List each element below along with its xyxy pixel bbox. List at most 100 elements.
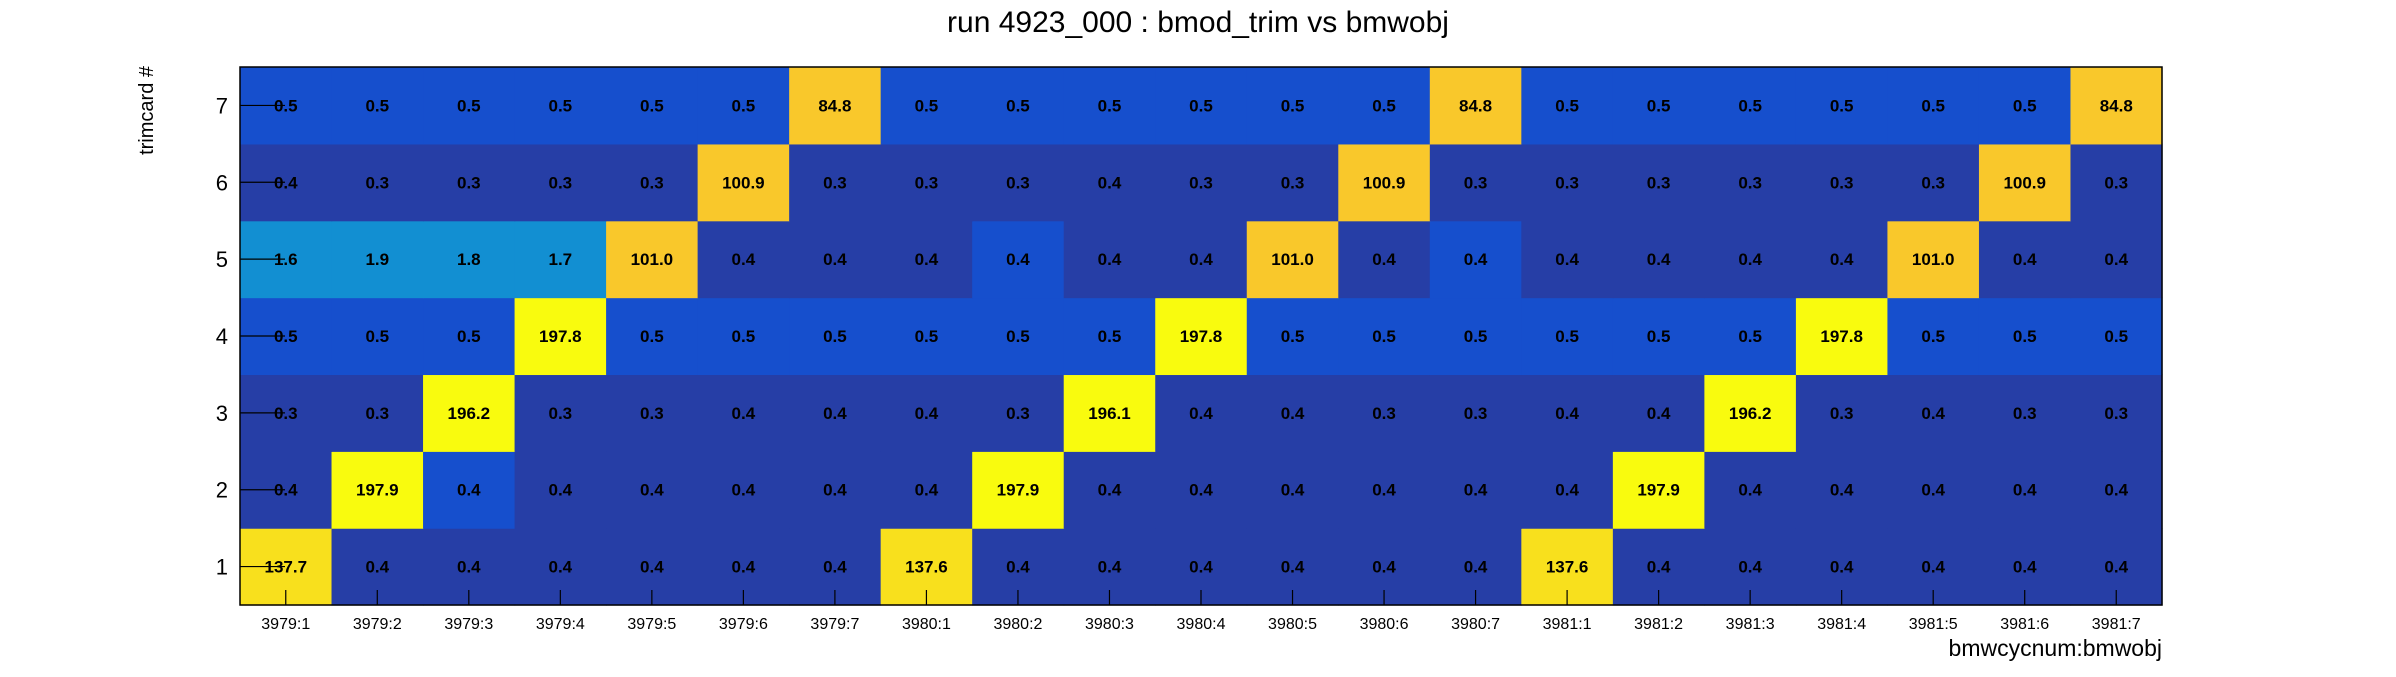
cell-value-labels: 137.7 0.4 0.4 0.4 0.4 0.4 0.4 137.6 0.4 0.4 0.4 0.4… <box>264 96 2132 576</box>
cell-value-label: 0.5 <box>640 327 664 346</box>
cell-value-label: 0.5 <box>915 96 939 115</box>
heatmap-cell <box>789 451 882 529</box>
heatmap-cell <box>514 220 607 299</box>
cell-value-label: 0.3 <box>365 404 389 423</box>
x-tick-label: 3980:4 <box>1177 616 1226 633</box>
y-tick-label: 1 <box>216 555 228 580</box>
cell-value-label: 0.3 <box>549 173 573 192</box>
heatmap-cell <box>1612 220 1705 299</box>
cell-value-label: 197.8 <box>539 327 582 346</box>
heatmap-cell <box>880 143 973 222</box>
cell-value-label: 0.4 <box>1464 481 1488 500</box>
cell-value-label: 0.5 <box>823 327 847 346</box>
cell-value-label: 0.4 <box>732 558 756 577</box>
cell-value-label: 0.4 <box>274 173 298 192</box>
heatmap-cell <box>331 220 424 299</box>
heatmap-cell <box>606 220 699 299</box>
heatmap-cell <box>2070 374 2163 452</box>
heatmap-cell <box>972 451 1065 529</box>
cell-value-label: 0.3 <box>1464 404 1488 423</box>
y-tick-label: 4 <box>216 324 228 349</box>
heatmap-cell <box>972 67 1065 145</box>
heatmap-cell <box>1338 143 1431 222</box>
chart-title: run 4923_000 : bmod_trim vs bmwobj <box>947 6 1449 39</box>
cell-value-label: 0.4 <box>1281 558 1305 577</box>
heatmap-cell <box>789 374 882 452</box>
heatmap-cell <box>1795 143 1889 222</box>
cell-value-label: 0.5 <box>1372 327 1396 346</box>
cell-value-label: 0.5 <box>640 96 664 115</box>
cell-value-label: 0.5 <box>732 327 756 346</box>
cell-value-label: 0.3 <box>915 173 939 192</box>
heatmap-cell <box>1246 220 1339 299</box>
cell-value-label: 0.5 <box>1372 96 1396 115</box>
heatmap-cell <box>423 297 516 376</box>
cell-value-label: 0.4 <box>1098 173 1122 192</box>
cell-value-label: 0.4 <box>732 481 756 500</box>
cell-value-label: 0.5 <box>1098 96 1122 115</box>
cell-value-label: 196.2 <box>448 404 491 423</box>
cell-value-label: 0.4 <box>549 481 573 500</box>
cell-value-label: 0.3 <box>1006 404 1030 423</box>
heatmap-cell <box>606 374 699 452</box>
cell-value-label: 0.4 <box>1647 558 1671 577</box>
cell-value-label: 0.5 <box>1464 327 1488 346</box>
cell-value-label: 0.3 <box>1006 173 1030 192</box>
cell-value-label: 0.5 <box>1738 327 1762 346</box>
heatmap-cell <box>880 451 973 529</box>
cell-value-label: 0.5 <box>732 96 756 115</box>
heatmap-cell <box>1246 374 1339 452</box>
heatmap-cell <box>1521 297 1614 376</box>
cell-value-label: 100.9 <box>2003 173 2046 192</box>
x-tick-label: 3980:5 <box>1268 616 1317 633</box>
heatmap-cell <box>423 220 516 299</box>
cell-value-label: 100.9 <box>722 173 765 192</box>
heatmap-cell <box>1704 67 1797 145</box>
cell-value-label: 0.5 <box>457 327 481 346</box>
heatmap-cell <box>606 451 699 529</box>
cell-value-label: 0.4 <box>915 250 939 269</box>
cell-value-label: 0.3 <box>1830 404 1854 423</box>
cell-value-label: 0.4 <box>1830 558 1854 577</box>
heatmap-cell <box>1978 67 2072 145</box>
cell-value-label: 0.3 <box>1921 173 1945 192</box>
cell-value-label: 0.3 <box>1555 173 1579 192</box>
heatmap-cell <box>1338 220 1431 299</box>
cell-value-label: 0.5 <box>2013 96 2037 115</box>
heatmap-cell <box>331 451 424 529</box>
heatmap-cell <box>1887 143 1980 222</box>
heatmap-cell <box>331 374 424 452</box>
x-tick-label: 3979:1 <box>261 616 310 633</box>
cell-value-label: 0.4 <box>1372 481 1396 500</box>
heatmap-cell <box>1155 67 1248 145</box>
cell-value-label: 0.3 <box>549 404 573 423</box>
cell-value-label: 1.6 <box>274 250 298 269</box>
heatmap-cell <box>514 143 607 222</box>
cell-value-label: 0.4 <box>823 404 847 423</box>
x-tick-label: 3981:2 <box>1634 616 1683 633</box>
cell-value-label: 0.5 <box>1647 96 1671 115</box>
heatmap-cell <box>1155 297 1248 376</box>
cell-value-label: 0.4 <box>1921 404 1945 423</box>
heatmap-cell <box>789 297 882 376</box>
cell-value-label: 0.3 <box>640 173 664 192</box>
cell-value-label: 0.4 <box>1098 250 1122 269</box>
cell-value-label: 0.5 <box>1738 96 1762 115</box>
cell-value-label: 0.4 <box>1372 250 1396 269</box>
cell-value-label: 0.3 <box>2104 173 2128 192</box>
cell-value-label: 101.0 <box>1912 250 1955 269</box>
cell-value-label: 0.4 <box>1006 558 1030 577</box>
x-tick-label: 3979:3 <box>444 616 493 633</box>
y-tick-label: 2 <box>216 478 228 503</box>
cell-value-label: 84.8 <box>2100 96 2133 115</box>
heatmap-cell <box>1063 451 1156 529</box>
cell-value-label: 0.4 <box>1738 558 1762 577</box>
heatmap-cell <box>1795 67 1889 145</box>
cell-value-label: 0.5 <box>1555 327 1579 346</box>
cell-value-label: 0.4 <box>1921 558 1945 577</box>
heatmap-cell <box>697 220 790 299</box>
heatmap-cell <box>606 143 699 222</box>
cell-value-label: 1.8 <box>457 250 481 269</box>
x-axis-label: bmwcycnum:bmwobj <box>1949 635 2162 661</box>
